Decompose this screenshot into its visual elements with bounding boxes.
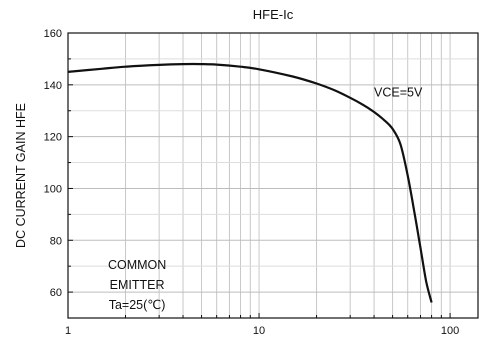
y-tick-label: 100 xyxy=(44,183,62,195)
annotation-vce: VCE=5V xyxy=(374,86,423,100)
annotation-common: COMMON xyxy=(108,258,166,272)
y-tick-label: 120 xyxy=(44,132,62,144)
annotation-emitter: EMITTER xyxy=(110,278,165,292)
x-tick-label: 1 xyxy=(65,325,71,337)
y-tick-label: 80 xyxy=(50,235,62,247)
y-tick-label: 160 xyxy=(44,28,62,40)
annotation-temperature: Ta=25(℃) xyxy=(109,298,166,312)
x-tick-label: 10 xyxy=(253,325,265,337)
chart-title: HFE-Ic xyxy=(253,7,294,22)
y-tick-label: 60 xyxy=(50,287,62,299)
x-tick-label: 100 xyxy=(441,325,459,337)
y-axis-label: DC CURRENT GAIN HFE xyxy=(14,103,28,248)
y-tick-label: 140 xyxy=(44,80,62,92)
